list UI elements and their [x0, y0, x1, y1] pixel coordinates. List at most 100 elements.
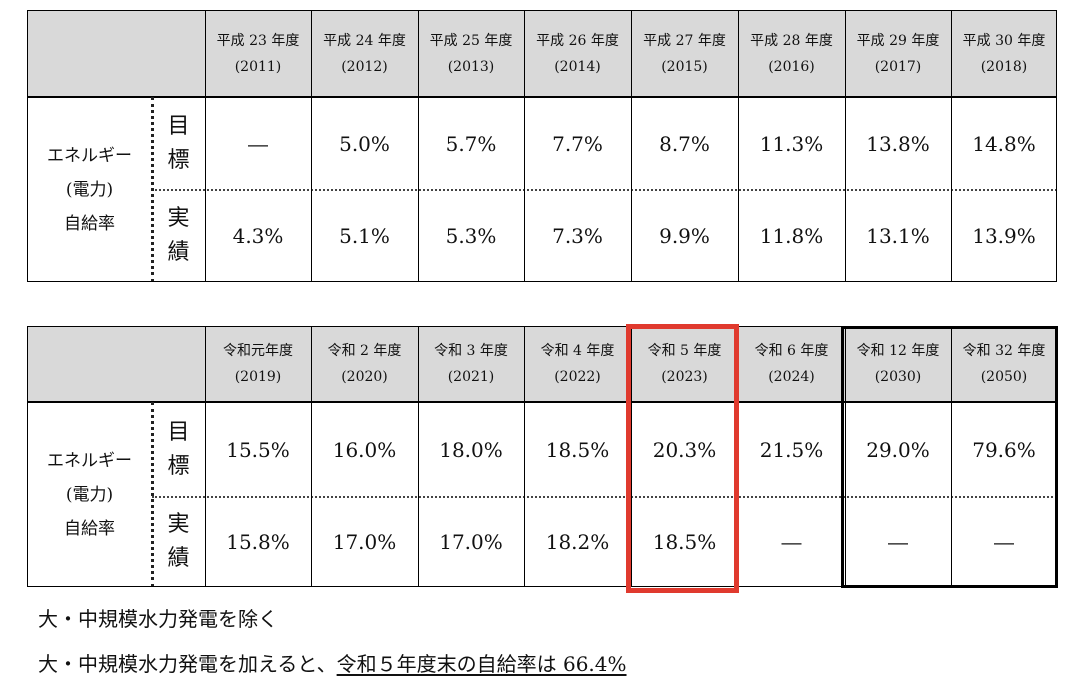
- header-era: 平成 26 年度: [536, 32, 619, 49]
- sub-label-char: 実: [167, 206, 190, 231]
- header-cell: 令和元年度 (2019): [205, 326, 311, 402]
- header-era: 平成 29 年度: [856, 32, 940, 49]
- value: 7.3%: [552, 224, 603, 248]
- value: 17.0%: [332, 530, 397, 554]
- header-era: 平成 24 年度: [323, 32, 406, 49]
- value-cell: 13.1%: [845, 190, 951, 282]
- header-era: 平成 30 年度: [962, 32, 1046, 49]
- value: ―: [994, 530, 1014, 554]
- rule: [152, 189, 1057, 191]
- header-year: (2023): [661, 369, 708, 385]
- rule: [27, 401, 1057, 403]
- value: 79.6%: [972, 437, 1036, 462]
- rule: [524, 326, 525, 587]
- header-year: (2024): [768, 369, 815, 385]
- header-year: (2018): [980, 58, 1028, 75]
- value: 7.7%: [552, 131, 603, 156]
- header-cell: 平成 28 年度 (2016): [738, 10, 845, 97]
- rule: [738, 10, 739, 282]
- rule: [205, 326, 206, 587]
- header-cell: 令和 4 年度 (2022): [524, 326, 631, 402]
- value: 4.3%: [232, 224, 284, 248]
- rule: [151, 402, 154, 587]
- rule: [311, 10, 312, 282]
- value-cell: 11.3%: [738, 97, 845, 190]
- value-cell: ―: [951, 497, 1057, 587]
- row-label-line: 自給率: [64, 518, 115, 539]
- value-cell: 11.8%: [738, 190, 845, 282]
- table-border: [27, 10, 1057, 282]
- header-era: 令和元年度: [223, 343, 293, 359]
- rule: [845, 10, 846, 282]
- value: 29.0%: [866, 437, 930, 462]
- value: 5.1%: [339, 224, 390, 248]
- value: ―: [248, 131, 268, 156]
- header-year: (2020): [341, 369, 388, 385]
- value-cell: 7.7%: [524, 97, 631, 190]
- header-cell: 平成 23 年度 (2011): [205, 10, 311, 97]
- value-cell: 5.3%: [418, 190, 524, 282]
- value-cell: 79.6%: [951, 402, 1057, 497]
- rule: [951, 10, 952, 282]
- value: 11.3%: [759, 131, 824, 156]
- value-cell: 4.3%: [205, 190, 311, 282]
- header-era: 令和 5 年度: [647, 343, 722, 359]
- value: 18.5%: [545, 437, 610, 462]
- header-year: (2014): [554, 58, 601, 75]
- value: ―: [781, 530, 802, 554]
- value-cell: 13.9%: [951, 190, 1057, 282]
- value-cell: ―: [205, 97, 311, 190]
- rule: [205, 10, 206, 282]
- header-year: (2011): [234, 58, 282, 75]
- value-cell: 5.0%: [311, 97, 418, 190]
- value: 5.3%: [445, 224, 497, 248]
- header-cell: 平成 27 年度 (2015): [631, 10, 738, 97]
- value: 5.7%: [445, 131, 497, 156]
- header-era: 令和 12 年度: [856, 343, 940, 359]
- value: 13.8%: [866, 131, 930, 156]
- value-cell: ―: [845, 497, 951, 587]
- rule: [27, 96, 1057, 98]
- header-era: 平成 28 年度: [750, 32, 833, 49]
- value-cell: 18.2%: [524, 497, 631, 587]
- header-cell: 令和 3 年度 (2021): [418, 326, 524, 402]
- value: 5.0%: [339, 131, 390, 156]
- value-cell: 15.8%: [205, 497, 311, 587]
- value: 16.0%: [332, 437, 397, 462]
- header-era: 令和 32 年度: [962, 343, 1046, 359]
- value: 18.0%: [439, 437, 503, 462]
- value-cell: 5.7%: [418, 97, 524, 190]
- rule: [311, 326, 312, 587]
- highlight-box: [626, 324, 739, 593]
- value: 14.8%: [972, 131, 1036, 156]
- value-cell: 18.5%: [524, 402, 631, 497]
- value: 18.5%: [652, 530, 717, 554]
- value-cell: 5.1%: [311, 190, 418, 282]
- header-era: 令和 2 年度: [327, 343, 402, 359]
- value-cell: ―: [738, 497, 845, 587]
- rule: [418, 326, 419, 587]
- value-cell: 15.5%: [205, 402, 311, 497]
- header-cell: 平成 26 年度 (2014): [524, 10, 631, 97]
- sub-label-char: 目: [167, 113, 190, 139]
- header-cell: 平成 29 年度 (2017): [845, 10, 951, 97]
- value: 15.5%: [226, 437, 290, 462]
- sub-label-char: 績: [167, 240, 190, 265]
- sub-label-char: 標: [167, 147, 190, 173]
- header-year: (2030): [874, 369, 922, 385]
- header-year: (2021): [447, 369, 495, 385]
- value-cell: 18.5%: [631, 497, 738, 587]
- header-year: (2022): [554, 369, 601, 385]
- rule: [951, 326, 952, 587]
- sub-label: 目標: [152, 97, 205, 190]
- value: 13.1%: [866, 224, 930, 248]
- value-cell: 9.9%: [631, 190, 738, 282]
- sub-label: 実績: [152, 497, 205, 587]
- value-cell: 14.8%: [951, 97, 1057, 190]
- note: 大・中規模水力発電を加えると、令和５年度末の自給率は 66.4%: [38, 648, 627, 677]
- header-cell: 令和 12 年度 (2030): [845, 326, 951, 402]
- sub-label: 実績: [152, 190, 205, 282]
- header-era: 平成 23 年度: [216, 32, 300, 49]
- sub-label-char: 目: [167, 419, 190, 445]
